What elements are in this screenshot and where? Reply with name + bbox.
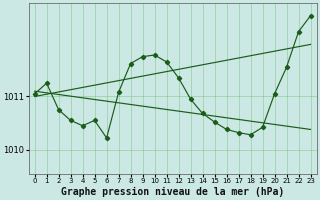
X-axis label: Graphe pression niveau de la mer (hPa): Graphe pression niveau de la mer (hPa)	[61, 186, 284, 197]
